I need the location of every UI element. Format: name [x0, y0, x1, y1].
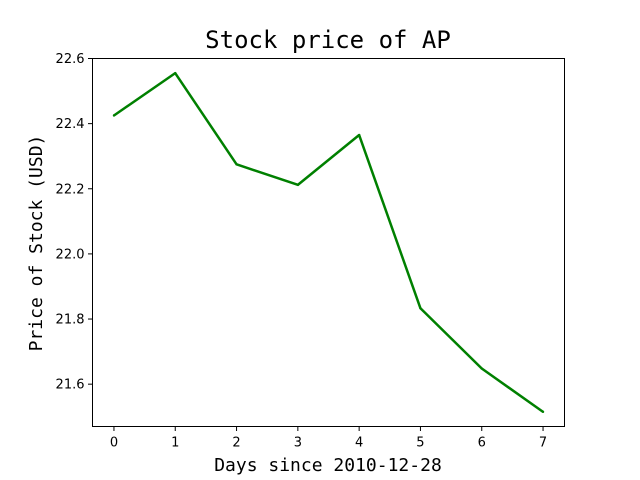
x-tick-label: 5 — [416, 436, 424, 451]
y-tick-label: 22.4 — [56, 117, 85, 132]
data-point — [541, 410, 545, 414]
y-tick-label: 21.8 — [56, 313, 85, 328]
x-tick-label: 1 — [171, 436, 179, 451]
series-layer — [112, 71, 545, 414]
data-point — [112, 114, 116, 117]
x-axis-label: Days since 2010-12-28 — [214, 455, 442, 476]
x-tick-label: 2 — [232, 436, 240, 451]
y-axis-ticks: 21.6 21.8 22.0 22.2 22.4 22.6 — [56, 52, 93, 393]
data-point — [480, 367, 483, 370]
data-point — [235, 163, 238, 166]
chart-title: Stock price of AP — [205, 26, 451, 54]
x-tick-label: 3 — [294, 436, 302, 451]
data-point — [174, 71, 177, 75]
y-tick-label: 22.0 — [56, 247, 85, 262]
x-tick-label: 4 — [355, 436, 363, 451]
y-axis-label: Price of Stock (USD) — [26, 135, 47, 352]
x-axis-ticks: 0 1 2 3 4 5 6 7 — [110, 426, 547, 451]
y-tick-label: 21.6 — [56, 378, 85, 393]
series-line — [113, 71, 544, 413]
x-tick-label: 6 — [478, 436, 486, 451]
y-tick-label: 22.2 — [56, 182, 85, 197]
data-point — [357, 133, 361, 137]
x-tick-label: 0 — [110, 436, 118, 451]
data-point — [296, 183, 300, 187]
plot-frame — [92, 58, 565, 427]
y-tick-label: 22.6 — [56, 52, 85, 67]
data-point — [419, 307, 422, 310]
x-tick-label: 7 — [539, 436, 547, 451]
